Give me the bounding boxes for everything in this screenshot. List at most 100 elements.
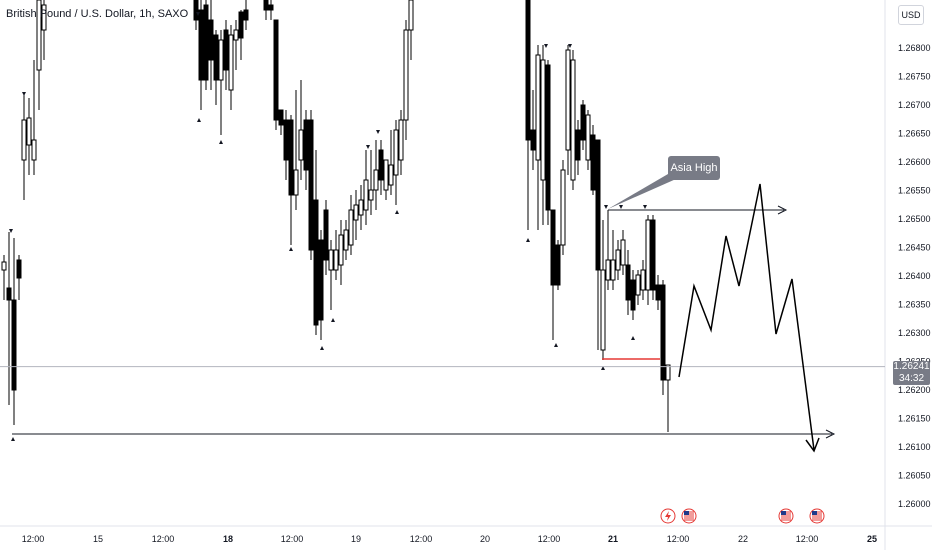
asia-high-arrow [777, 205, 788, 215]
candle-body [283, 119, 289, 161]
candle-body [373, 169, 379, 191]
candle-body [620, 239, 626, 266]
candle-body [238, 11, 244, 39]
candle-body [398, 119, 404, 161]
fractal-up-marker [604, 205, 608, 209]
fractal-down-marker [631, 336, 635, 340]
candle-body [243, 9, 249, 21]
fractal-up-marker [9, 229, 13, 233]
y-tick-label: 1.26700 [898, 100, 931, 110]
x-tick-label: 19 [351, 534, 361, 544]
x-tick-label: 12:00 [410, 534, 433, 544]
x-tick-label: 12:00 [152, 534, 175, 544]
candle-body [263, 0, 269, 11]
currency-button[interactable]: USD [898, 5, 924, 25]
candle-body [525, 0, 531, 141]
fractal-down-marker [219, 140, 223, 144]
fractal-down-marker [197, 118, 201, 122]
y-tick-label: 1.26300 [898, 328, 931, 338]
candle-body [1, 261, 7, 271]
fractal-up-marker [619, 205, 623, 209]
candle-body [208, 19, 214, 61]
candle-body [303, 119, 309, 171]
candle-body [580, 104, 586, 141]
candle-body [353, 204, 359, 221]
fractal-up-marker [22, 92, 26, 96]
x-tick-label: 18 [223, 534, 233, 544]
fractal-down-marker [320, 346, 324, 350]
x-tick-label: 12:00 [538, 534, 561, 544]
candle-body [268, 4, 274, 11]
projection-path [678, 183, 815, 451]
candle-body [41, 4, 47, 31]
candle-body [333, 249, 339, 271]
candle-body [560, 169, 566, 246]
candle-body [368, 189, 374, 201]
candle-body [640, 269, 646, 291]
candle-body [363, 179, 369, 211]
x-tick-label: 25 [867, 534, 877, 544]
fractal-down-marker [395, 210, 399, 214]
candle-body [555, 244, 561, 286]
y-tick-label: 1.26100 [898, 442, 931, 452]
candle-body [343, 229, 349, 251]
candle-body [328, 249, 334, 271]
candle-body [318, 239, 324, 321]
low-line-arrow [825, 429, 836, 439]
x-tick-label: 12:00 [667, 534, 690, 544]
x-tick-label: 20 [480, 534, 490, 544]
candle-body [358, 199, 364, 216]
candle-body [273, 19, 279, 121]
bar-countdown: 34:32 [898, 373, 925, 384]
y-tick-label: 1.26050 [898, 471, 931, 481]
fractal-up-marker [366, 145, 370, 149]
candle-body [535, 54, 541, 161]
candle-body [625, 264, 631, 301]
candle-body [26, 117, 32, 146]
candle-body [6, 287, 12, 301]
x-tick-label: 21 [608, 534, 618, 544]
candle-body [203, 4, 209, 81]
y-tick-label: 1.26800 [898, 43, 931, 53]
candle-body [21, 119, 27, 161]
fractal-down-marker [554, 343, 558, 347]
us-flag-icon [812, 511, 817, 515]
fractal-down-marker [331, 318, 335, 322]
y-tick-label: 1.26000 [898, 499, 931, 509]
candle-body [570, 59, 576, 181]
candle-body [605, 259, 611, 281]
candle-body [530, 129, 536, 151]
candle-body [308, 119, 314, 251]
candle-body [298, 129, 304, 161]
candle-body [228, 34, 234, 91]
y-tick-label: 1.26550 [898, 186, 931, 196]
fractal-up-marker [568, 44, 572, 48]
candle-body [233, 29, 239, 41]
candle-body [585, 114, 591, 161]
y-tick-label: 1.26400 [898, 271, 931, 281]
fractal-up-marker [544, 44, 548, 48]
lightning-icon [665, 511, 671, 521]
x-tick-label: 12:00 [796, 534, 819, 544]
candle-body [550, 209, 556, 286]
candle-body [323, 209, 329, 261]
candle-body [288, 119, 294, 196]
projection-arrow [805, 437, 820, 453]
candle-body [338, 234, 344, 266]
candle-body [600, 269, 606, 351]
fractal-up-marker [376, 130, 380, 134]
candle-body [223, 29, 229, 71]
candle-body [545, 64, 551, 211]
candle-body [655, 284, 661, 301]
current-price-label: 1.26241 34:32 [893, 361, 930, 385]
candle-body [348, 209, 354, 246]
candle-body [665, 364, 671, 381]
candle-body [378, 149, 384, 181]
candle-body [630, 279, 636, 311]
candle-body [198, 9, 204, 81]
fractal-up-marker [643, 205, 647, 209]
candle-body [660, 284, 666, 381]
candle-body [635, 274, 641, 296]
y-tick-label: 1.26750 [898, 72, 931, 82]
